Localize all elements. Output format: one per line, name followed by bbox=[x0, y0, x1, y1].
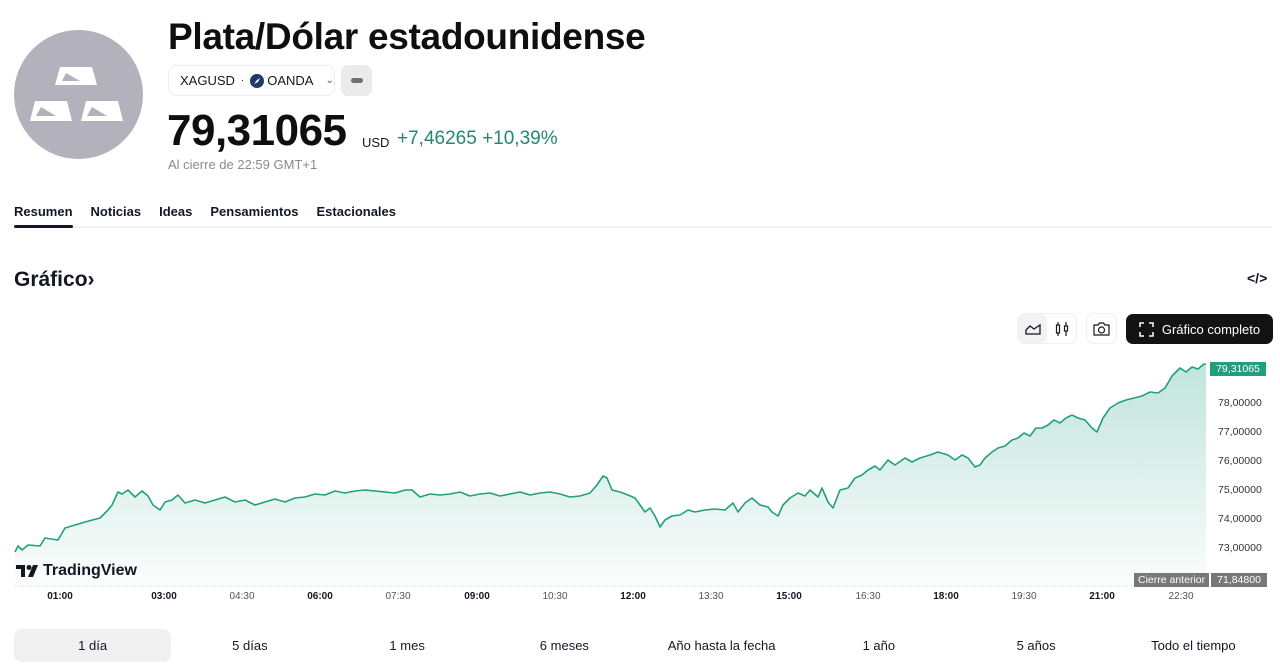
area-fill bbox=[15, 364, 1206, 586]
y-axis-label: 78,00000 bbox=[1218, 397, 1262, 409]
y-axis-label: 73,00000 bbox=[1218, 542, 1262, 554]
separator-dot: · bbox=[240, 75, 245, 86]
tradingview-icon bbox=[16, 565, 38, 577]
area-chart-icon bbox=[1024, 323, 1041, 335]
candles-icon bbox=[1055, 321, 1068, 336]
previous-close-label: Cierre anterior bbox=[1134, 573, 1210, 587]
minus-icon bbox=[350, 78, 363, 83]
tradingview-brand: TradingView bbox=[43, 562, 137, 579]
oanda-logo-icon bbox=[250, 73, 265, 88]
tab-estacionales[interactable]: Estacionales bbox=[316, 204, 397, 219]
time-range-selector: 1 día 5 días 1 mes 6 meses Año hasta la … bbox=[14, 629, 1272, 662]
area-chart-button[interactable] bbox=[1018, 314, 1047, 343]
market-status: Al cierre de 22:59 GMT+1 bbox=[168, 157, 318, 172]
x-axis-label: 03:00 bbox=[151, 591, 177, 602]
price-line bbox=[14, 363, 1206, 553]
price-chart[interactable] bbox=[14, 355, 1274, 595]
range-6-months[interactable]: 6 meses bbox=[539, 638, 589, 653]
x-axis-label: 18:00 bbox=[933, 591, 959, 602]
x-axis-label: 12:00 bbox=[620, 591, 646, 602]
chevron-down-icon: ⌄ bbox=[325, 75, 334, 86]
range-1-day[interactable]: 1 día bbox=[14, 629, 172, 662]
page-title: Plata/Dólar estadounidense bbox=[168, 16, 646, 57]
chevron-right-icon: › bbox=[87, 268, 95, 291]
x-axis-label: 22:30 bbox=[1168, 591, 1194, 602]
x-axis-label: 21:00 bbox=[1089, 591, 1115, 602]
symbol-exchange-selector[interactable]: XAGUSD · OANDA ⌄ bbox=[168, 65, 335, 96]
tab-ideas[interactable]: Ideas bbox=[159, 204, 193, 219]
x-axis-label: 04:30 bbox=[229, 591, 255, 602]
x-axis-label: 07:30 bbox=[385, 591, 411, 602]
candles-chart-button[interactable] bbox=[1047, 314, 1076, 343]
current-price: 79,31065 bbox=[167, 106, 347, 155]
range-1-month[interactable]: 1 mes bbox=[389, 638, 425, 653]
chart-section-link[interactable]: Gráfico› bbox=[14, 268, 95, 292]
exchange-name: OANDA bbox=[267, 73, 314, 88]
tradingview-logo[interactable]: TradingView bbox=[16, 562, 137, 580]
chart-style-toggle bbox=[1017, 313, 1077, 344]
x-axis-label: 13:30 bbox=[698, 591, 724, 602]
tab-noticias[interactable]: Noticias bbox=[90, 204, 142, 219]
currency-label: USD bbox=[362, 135, 390, 150]
x-axis-label: 09:00 bbox=[464, 591, 490, 602]
range-5-days[interactable]: 5 días bbox=[232, 638, 268, 653]
range-ytd[interactable]: Año hasta la fecha bbox=[667, 638, 776, 653]
y-axis-label: 77,00000 bbox=[1218, 426, 1262, 438]
tab-pensamientos[interactable]: Pensamientos bbox=[210, 204, 299, 219]
y-axis-label: 76,00000 bbox=[1218, 455, 1262, 467]
embed-code-icon[interactable]: </> bbox=[1247, 270, 1268, 286]
symbol-logo bbox=[14, 30, 143, 159]
chart-section-title: Gráfico bbox=[14, 268, 88, 291]
x-axis-label: 01:00 bbox=[47, 591, 73, 602]
x-axis-label: 16:30 bbox=[855, 591, 881, 602]
previous-close-value: 71,84800 bbox=[1211, 573, 1267, 587]
range-5-years[interactable]: 5 años bbox=[1016, 638, 1056, 653]
x-axis-label: 15:00 bbox=[776, 591, 802, 602]
range-all-time[interactable]: Todo el tiempo bbox=[1151, 638, 1236, 653]
fullscreen-icon bbox=[1139, 321, 1154, 337]
symbol-ticker: XAGUSD bbox=[180, 73, 235, 88]
silver-bars-icon bbox=[29, 66, 123, 121]
y-axis-label: 75,00000 bbox=[1218, 484, 1262, 496]
full-chart-label: Gráfico completo bbox=[1161, 321, 1261, 337]
change-absolute: +7,46265 bbox=[397, 128, 477, 149]
x-axis-label: 06:00 bbox=[307, 591, 333, 602]
x-axis-label: 19:30 bbox=[1011, 591, 1037, 602]
change-percent: +10,39% bbox=[482, 128, 558, 149]
last-price-tag: 79,31065 bbox=[1210, 362, 1266, 376]
camera-icon bbox=[1093, 321, 1110, 336]
x-axis-label: 10:30 bbox=[542, 591, 568, 602]
full-chart-button[interactable]: Gráfico completo bbox=[1126, 314, 1273, 344]
previous-close-tag: Cierre anterior 71,84800 bbox=[1134, 573, 1267, 587]
section-tabs: Resumen Noticias Ideas Pensamientos Esta… bbox=[14, 204, 1272, 228]
y-axis-label: 74,00000 bbox=[1218, 513, 1262, 525]
collapse-button[interactable] bbox=[341, 65, 372, 96]
screenshot-button[interactable] bbox=[1086, 313, 1117, 344]
price-change: +7,46265 +10,39% bbox=[397, 128, 558, 150]
range-1-year[interactable]: 1 año bbox=[862, 638, 896, 653]
tab-resumen[interactable]: Resumen bbox=[14, 204, 73, 228]
